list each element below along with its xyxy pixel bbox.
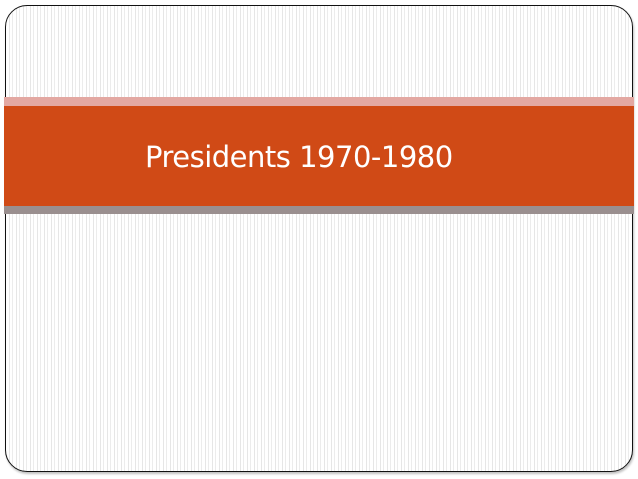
slide-title: Presidents 1970-1980 [145, 140, 453, 174]
title-band-bottom-stripe [4, 206, 634, 214]
title-band [4, 106, 634, 206]
slide-frame [5, 5, 633, 472]
title-band-top-stripe [4, 97, 634, 106]
